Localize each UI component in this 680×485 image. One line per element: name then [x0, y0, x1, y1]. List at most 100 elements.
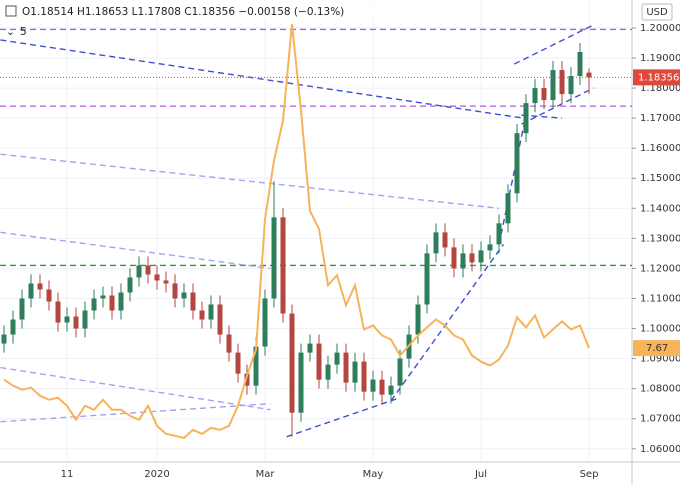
trend-line [498, 114, 527, 245]
candle-body [325, 364, 331, 380]
trend-line [0, 366, 271, 411]
candle-body [541, 88, 547, 101]
candle-body [28, 283, 34, 299]
candle-body [442, 232, 448, 248]
candle-body [559, 70, 565, 95]
y-tick-label: 1.06000 [640, 444, 680, 455]
candle-body [487, 244, 493, 251]
candle-body [316, 343, 322, 380]
candle-body [568, 76, 574, 95]
last-price-label: 1.18356 [638, 72, 679, 83]
candle-body [154, 274, 160, 281]
candle-body [415, 304, 421, 335]
candle-body [208, 304, 214, 320]
candle-body [577, 52, 583, 77]
trend-line [0, 39, 524, 119]
y-tick-label: 1.07000 [640, 414, 680, 425]
y-tick-label: 1.12000 [640, 263, 680, 274]
legend-bg [0, 2, 400, 20]
candle-body [307, 343, 313, 353]
candle-body [64, 316, 70, 323]
y-tick-label: 1.19000 [640, 53, 680, 64]
y-tick-label: 1.18000 [640, 83, 680, 94]
candle-body [46, 289, 52, 302]
candle-body [163, 280, 169, 284]
candle-body [370, 379, 376, 392]
trend-line [390, 243, 505, 402]
y-tick-label: 1.10000 [640, 324, 680, 335]
candle-body [514, 133, 520, 194]
candle-body [244, 373, 250, 386]
candle-body [352, 361, 358, 383]
trend-line [0, 402, 271, 423]
candle-body [505, 193, 511, 224]
candle-body [118, 292, 124, 311]
ohlc-legend: O1.18514 H1.18653 L1.17808 C1.18356 −0.0… [22, 6, 344, 18]
plot [0, 0, 632, 462]
overlay-line [3, 24, 590, 439]
trend-line [513, 24, 594, 65]
indicator-toggle[interactable]: ⌄ [6, 26, 15, 38]
candle-body [586, 72, 592, 78]
trend-line [521, 114, 563, 119]
legend-icon [5, 5, 17, 17]
candle-body [1, 334, 7, 344]
candle-body [280, 217, 286, 314]
x-tick-label: May [363, 469, 384, 480]
y-tick-label: 1.16000 [640, 143, 680, 154]
candle-body [100, 295, 106, 299]
currency-box[interactable] [641, 3, 673, 21]
candle-body [424, 253, 430, 305]
last-price-tag [633, 69, 680, 86]
y-tick-label: 1.15000 [640, 173, 680, 184]
trend-line [0, 231, 271, 270]
candle-body [253, 346, 259, 386]
y-tick-label: 1.17000 [640, 113, 680, 124]
candle-body [289, 313, 295, 413]
candle-body [532, 88, 538, 104]
candle-body [190, 292, 196, 311]
candle-body [262, 298, 268, 347]
candle-body [433, 232, 439, 254]
y-tick-label: 1.20000 [640, 23, 680, 34]
candle-body [334, 352, 340, 365]
x-tick-label: Sep [580, 469, 599, 480]
candle-body [127, 277, 133, 293]
candle-body [388, 385, 394, 395]
candle-body [181, 292, 187, 299]
candle-body [226, 334, 232, 353]
x-tick-label: 11 [61, 469, 74, 480]
overlay-label: 7.67 [646, 343, 668, 354]
y-tick-label: 1.09000 [640, 354, 680, 365]
candle-body [451, 247, 457, 269]
candle-body [397, 358, 403, 386]
candle-body [55, 301, 61, 323]
x-tick-label: 2020 [144, 469, 169, 480]
candle-body [109, 295, 115, 311]
trend-line [521, 87, 594, 125]
indicator-label: 5 [20, 26, 27, 38]
candle-body [361, 361, 367, 392]
y-tick-label: 1.11000 [640, 293, 680, 304]
x-tick-label: Mar [256, 469, 276, 480]
trend-line [0, 153, 500, 210]
y-tick-label: 1.14000 [640, 203, 680, 214]
x-tick-label: Jul [474, 469, 487, 480]
candle-body [235, 352, 241, 374]
candle-body [37, 283, 43, 290]
candle-body [19, 298, 25, 320]
candle-body [199, 310, 205, 320]
y-tick-label: 1.13000 [640, 233, 680, 244]
candle-body [298, 352, 304, 413]
overlay-tag [633, 340, 680, 357]
candle-body [550, 70, 556, 101]
candle-body [460, 253, 466, 269]
candle-body [73, 316, 79, 329]
candle-body [469, 253, 475, 263]
candle-body [478, 250, 484, 263]
y-tick-label: 1.08000 [640, 384, 680, 395]
candle-body [10, 319, 16, 335]
candle-body [82, 310, 88, 329]
